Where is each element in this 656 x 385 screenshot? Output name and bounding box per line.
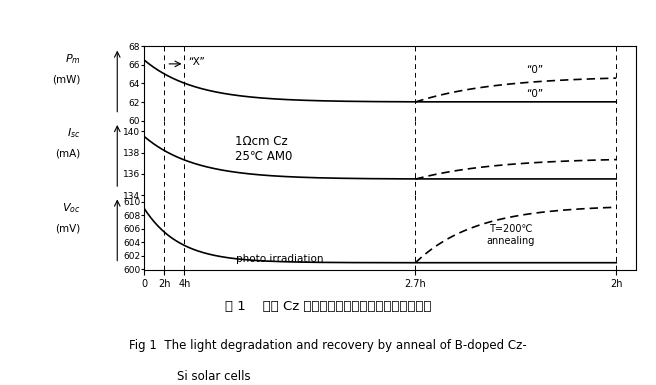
- Text: photo irradiation: photo irradiation: [236, 254, 323, 264]
- Text: (mA): (mA): [55, 149, 80, 159]
- Text: “X”: “X”: [188, 57, 205, 67]
- Text: Si solar cells: Si solar cells: [177, 370, 251, 383]
- Text: 图 1    掺硷 Cz 硅太阳电池的光衰减和退火恢复行为: 图 1 掺硷 Cz 硅太阳电池的光衰减和退火恢复行为: [225, 300, 431, 313]
- Text: T=200℃
annealing: T=200℃ annealing: [487, 224, 535, 246]
- Text: “0”: “0”: [526, 89, 543, 99]
- Text: $P_m$: $P_m$: [65, 52, 80, 66]
- Text: $V_{oc}$: $V_{oc}$: [62, 201, 80, 215]
- Text: 1Ωcm Cz
25℃ AM0: 1Ωcm Cz 25℃ AM0: [235, 136, 292, 163]
- Text: (mV): (mV): [55, 223, 80, 233]
- Text: (mW): (mW): [52, 74, 80, 84]
- Text: $I_{sc}$: $I_{sc}$: [67, 127, 80, 141]
- Text: “0”: “0”: [526, 65, 543, 75]
- Text: Fig 1  The light degradation and recovery by anneal of B‐doped Cz‐: Fig 1 The light degradation and recovery…: [129, 339, 527, 352]
